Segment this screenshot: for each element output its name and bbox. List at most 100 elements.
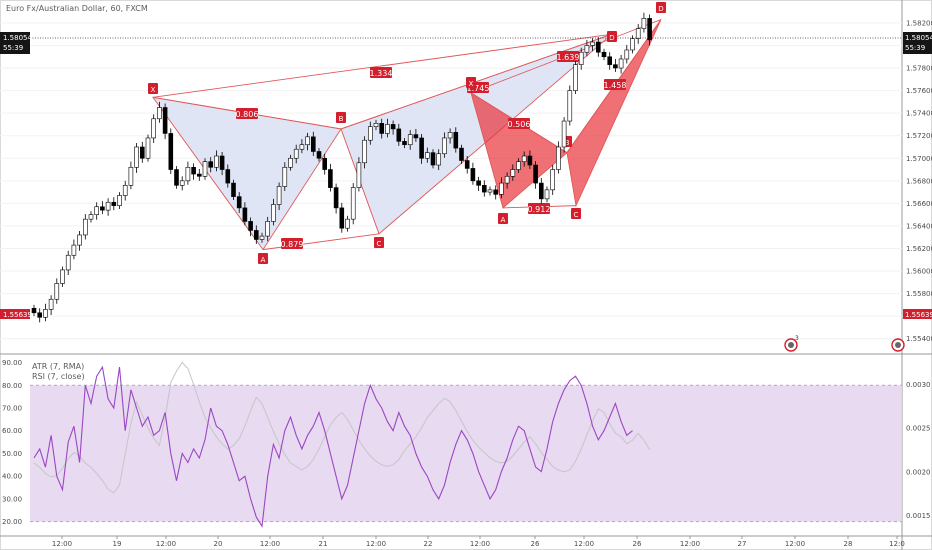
candle-body bbox=[71, 244, 77, 256]
candle-body bbox=[373, 122, 379, 127]
candle-body bbox=[88, 214, 94, 220]
candle-body bbox=[464, 160, 470, 169]
ratio-label: 1.458 bbox=[604, 81, 627, 90]
time-tick-label: 12:00 bbox=[574, 540, 594, 548]
chart-title: Euro Fx/Australian Dollar, 60, FXCM bbox=[6, 4, 148, 13]
candle-body bbox=[618, 58, 624, 69]
candle-body bbox=[635, 28, 641, 40]
time-axis: 12:00 19 12:00 20 12:00 21 12:00 22 12:00 26 12:00… bbox=[52, 536, 905, 548]
alert-icon[interactable]: 3 bbox=[784, 335, 799, 352]
rsi-tick-label: 20.00 bbox=[2, 518, 22, 526]
time-tick-label: 26 bbox=[633, 540, 642, 548]
ratio-label-box bbox=[370, 67, 392, 78]
time-tick-label: 27 bbox=[738, 540, 747, 548]
ratio-label: 0.506 bbox=[508, 120, 531, 129]
candle-body bbox=[550, 169, 556, 191]
candle-body bbox=[362, 139, 367, 164]
candle-body bbox=[242, 207, 248, 222]
candle-body bbox=[157, 107, 162, 120]
point-label-box bbox=[374, 237, 384, 248]
candle-body bbox=[48, 298, 54, 310]
candle-body bbox=[54, 283, 60, 300]
right-low-tag-box bbox=[903, 309, 932, 319]
candle-body bbox=[470, 168, 476, 182]
candle-body bbox=[134, 146, 139, 168]
atr-line bbox=[33, 361, 651, 494]
candle-body bbox=[305, 136, 310, 146]
rsi-tick-label: 40.00 bbox=[2, 473, 22, 481]
point-label-box bbox=[656, 2, 666, 13]
pattern1-bd-line bbox=[340, 33, 613, 130]
price-tag-timer: 55:39 bbox=[3, 44, 23, 52]
candle-body bbox=[310, 136, 316, 152]
time-tick-label: 12:00 bbox=[366, 540, 386, 548]
point-label: D bbox=[609, 34, 614, 42]
point-label: B bbox=[565, 139, 570, 147]
ratio-label: 0.879 bbox=[281, 240, 304, 249]
candle-body bbox=[140, 146, 145, 159]
candle-body bbox=[202, 161, 208, 177]
point-label: A bbox=[261, 256, 266, 264]
point-label: A bbox=[501, 216, 506, 224]
ratio-label-box bbox=[557, 51, 579, 62]
candle-body bbox=[288, 157, 293, 168]
point-label-box bbox=[466, 77, 476, 88]
candle-body bbox=[231, 182, 236, 197]
candle-body bbox=[60, 269, 65, 284]
candle-body bbox=[145, 137, 151, 159]
right-price-tag-box bbox=[903, 32, 932, 54]
candle-body bbox=[322, 157, 328, 170]
rsi-legend: RSI (7, close) bbox=[32, 372, 85, 381]
price-tick-label: 1.56800 bbox=[906, 177, 932, 185]
rsi-tick-label: 80.00 bbox=[2, 382, 22, 390]
candle-body bbox=[533, 164, 538, 184]
price-axis: 1.582001.580001.578001.576001.574001.572… bbox=[906, 19, 932, 343]
rsi-tick-label: 50.00 bbox=[2, 450, 22, 458]
candle-body bbox=[174, 169, 179, 186]
time-tick-label: 19 bbox=[113, 540, 122, 548]
candle-body bbox=[459, 147, 464, 161]
rsi-line bbox=[33, 365, 633, 528]
candle-body bbox=[595, 41, 601, 53]
time-tick-label: 21 bbox=[319, 540, 328, 548]
candle-body bbox=[179, 180, 185, 186]
ratio-label: 0.806 bbox=[236, 110, 259, 119]
candle-body bbox=[83, 218, 88, 236]
candle-body bbox=[419, 137, 424, 159]
candle-body bbox=[476, 180, 481, 186]
candle-body bbox=[265, 221, 271, 237]
candle-body bbox=[584, 45, 590, 53]
candle-body bbox=[128, 166, 134, 186]
candle-body bbox=[333, 187, 339, 209]
candle-body bbox=[214, 155, 219, 168]
price-tick-label: 1.56200 bbox=[906, 245, 932, 253]
point-label: X bbox=[151, 86, 156, 94]
candle-body bbox=[624, 49, 630, 60]
indicator-axes: 90.00 80.00 70.00 60.00 50.00 40.00 30.00 20.00… bbox=[2, 359, 931, 526]
candle-body bbox=[219, 155, 225, 170]
ratio-label: 1.745 bbox=[467, 84, 490, 93]
low-tag-box bbox=[0, 309, 30, 319]
harmonic-patterns: 0.806 0.879 1.334 0.506 0.912 1.639 1.745 1.458… bbox=[148, 2, 666, 264]
price-tick-label: 1.57400 bbox=[906, 110, 932, 118]
price-tag-value: 1.58054 bbox=[3, 34, 32, 42]
rsi-tick-label: 60.00 bbox=[2, 427, 22, 435]
candle-body bbox=[191, 166, 196, 175]
point-label: C bbox=[574, 211, 579, 219]
rsi-tick-label: 90.00 bbox=[2, 359, 22, 367]
point-label: B bbox=[339, 115, 344, 123]
candle-body bbox=[117, 195, 122, 206]
candle-body bbox=[282, 166, 288, 187]
time-tick-label: 28 bbox=[844, 540, 853, 548]
candle-body bbox=[561, 120, 567, 148]
ratio-label-box bbox=[604, 79, 626, 90]
alert-icon-right[interactable] bbox=[891, 338, 905, 352]
time-tick-label: 12:00 bbox=[785, 540, 805, 548]
price-tick-label: 1.56600 bbox=[906, 200, 932, 208]
low-tag-value: 1.55639 bbox=[3, 311, 32, 319]
candle-body bbox=[276, 186, 282, 205]
candle-body bbox=[197, 173, 202, 177]
candle-body bbox=[162, 107, 168, 134]
candle-body bbox=[328, 169, 333, 188]
